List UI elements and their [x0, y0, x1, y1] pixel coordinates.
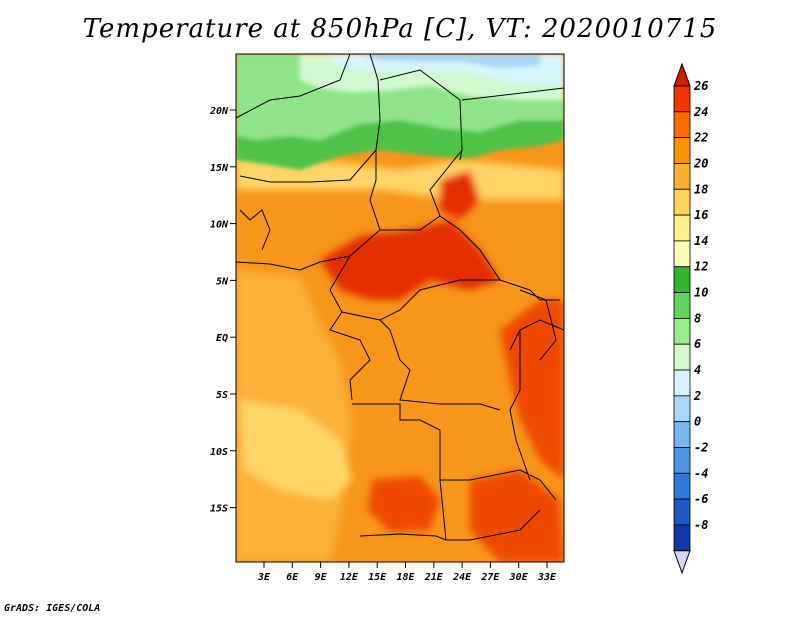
colorbar-swatch	[673, 137, 691, 164]
colorbar-label: 2	[693, 389, 701, 403]
lon-label: 9E	[315, 572, 328, 583]
colorbar-label: 24	[693, 105, 708, 119]
lon-label: 15E	[368, 572, 387, 583]
colorbar-swatch	[673, 498, 691, 526]
lat-label: 20N	[209, 106, 229, 117]
colorbar-swatch	[673, 188, 691, 216]
colorbar-label: -6	[694, 492, 708, 506]
colorbar-label: 14	[694, 234, 708, 248]
country-borders	[236, 54, 564, 541]
field-cool-southwest	[240, 400, 352, 500]
colorbar-label: 10	[694, 286, 708, 300]
colorbar-label: 8	[694, 311, 701, 325]
lat-label: 15S	[210, 504, 228, 515]
grads-credit: GrADS: IGES/COLA	[4, 603, 101, 614]
colorbar-swatch	[673, 266, 691, 293]
lon-label: 33E	[537, 572, 557, 583]
field-hot-east	[500, 300, 564, 480]
lon-label: 21E	[424, 572, 444, 583]
colorbar-swatch	[673, 395, 691, 423]
colorbar-label: 0	[694, 415, 701, 429]
lat-label: 10S	[210, 447, 228, 458]
colorbar-bottom-arrow	[673, 550, 691, 575]
colorbar-swatch	[673, 292, 691, 319]
temperature-field	[236, 54, 564, 562]
lat-label: 5S	[216, 390, 228, 401]
colorbar-top-arrow	[673, 62, 691, 87]
colorbar-swatch	[673, 317, 691, 345]
lat-label: 15N	[210, 163, 229, 174]
field-hot-southeast	[470, 470, 564, 562]
colorbar-swatch	[673, 421, 691, 448]
lon-label: 24E	[452, 572, 472, 583]
colorbar-label: 20	[693, 156, 708, 170]
lon-label: 30E	[509, 572, 529, 583]
colorbar-swatch	[673, 447, 691, 474]
longitude-axis: 3E 6E 9E 12E 15E 18E 21E 24E 27E 30E 33E	[257, 562, 557, 583]
colorbar-label: -8	[694, 518, 708, 532]
colorbar-label: 18	[694, 182, 708, 196]
map-title: Temperature at 850hPa [C], VT: 202001071…	[82, 14, 718, 44]
lat-label: EQ	[216, 333, 228, 344]
colorbar-label: 4	[694, 363, 701, 377]
field-blue-north	[360, 54, 540, 68]
lon-label: 12E	[340, 572, 359, 583]
colorbar-swatch	[673, 524, 691, 552]
lon-label: 6E	[286, 572, 299, 583]
lat-label: 5N	[216, 276, 229, 287]
colorbar-swatch	[673, 214, 691, 242]
colorbar-label: 26	[693, 79, 708, 93]
colorbar-swatch	[673, 240, 691, 268]
colorbar-label: 12	[694, 260, 708, 274]
colorbar-swatch	[673, 111, 691, 139]
lon-label: 27E	[480, 572, 500, 583]
colorbar-swatch	[673, 369, 691, 397]
colorbar-label: 6	[694, 337, 701, 351]
latitude-axis: 20N 15N 10N 5N EQ 5S 10S 15S	[209, 106, 236, 515]
field-hot-central	[320, 220, 500, 300]
colorbar-swatch	[673, 163, 691, 190]
colorbar-label: 22	[693, 131, 708, 145]
field-hot-south	[368, 476, 440, 532]
lon-label: 18E	[396, 572, 415, 583]
colorbar-label: 16	[694, 208, 708, 222]
map-frame	[235, 53, 565, 563]
colorbar-swatch	[673, 343, 691, 371]
field-hot-sudan	[440, 170, 480, 220]
colorbar-swatch	[673, 85, 691, 113]
colorbar-label: -4	[694, 466, 708, 480]
colorbar-label: -2	[694, 440, 708, 454]
lat-label: 10N	[210, 220, 229, 231]
colorbar-swatch	[673, 472, 691, 500]
lon-label: 3E	[257, 572, 271, 583]
